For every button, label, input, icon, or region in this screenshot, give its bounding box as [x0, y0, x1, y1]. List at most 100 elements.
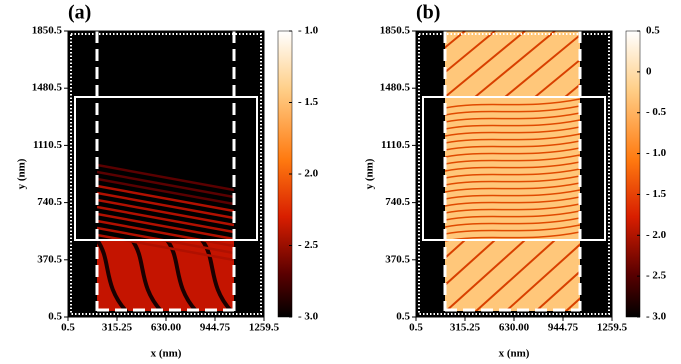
- field-stripe: [97, 205, 234, 234]
- x-tick-label: 630.00: [151, 322, 182, 334]
- field-stripe: [97, 170, 234, 199]
- field-stripe: [445, 154, 580, 165]
- x-tick-label: 1259.5: [249, 322, 280, 334]
- field-wave: [504, 243, 580, 311]
- y-tick-label: 1480.5: [32, 82, 63, 94]
- field-wave: [0, 240, 22, 312]
- colorbar-tick-label: - 2.0: [646, 229, 667, 241]
- y-tick-label: 1110.5: [33, 139, 63, 151]
- field-wave: [445, 239, 466, 260]
- y-tick-label: 370.5: [37, 253, 62, 265]
- x-tick-label: 1259.5: [597, 322, 628, 334]
- field-stripe: [445, 175, 580, 186]
- field-wave: [27, 240, 57, 312]
- field-wave: [130, 238, 164, 311]
- field-stripe: [445, 126, 580, 137]
- x-tick-label: 944.75: [200, 322, 231, 334]
- y-tick-label: 0.5: [48, 311, 62, 323]
- colorbar-tick-label: 0.5: [646, 25, 660, 37]
- field-stripe: [445, 119, 580, 130]
- field-wave: [474, 31, 556, 98]
- y-tick-label: 1480.5: [380, 82, 411, 94]
- field-stripe: [445, 147, 580, 158]
- colorbar-tick-label: - 3.0: [646, 311, 667, 323]
- dotted-border: [70, 33, 262, 315]
- y-tick-label: 1850.5: [32, 25, 63, 37]
- dotted-border: [418, 33, 610, 315]
- region-box: [74, 96, 258, 241]
- field-wave: [445, 31, 466, 49]
- field-stripe: [445, 98, 580, 109]
- x-axis-label: x (nm): [151, 348, 182, 360]
- field-wave: [165, 238, 199, 311]
- field: [325, 31, 681, 312]
- field-wave: [504, 33, 580, 98]
- colorbar-tick-label: - 2.5: [646, 270, 667, 282]
- field-wave: [445, 239, 496, 287]
- colorbar-tick-label: - 1.5: [298, 96, 319, 108]
- colorbar: [625, 30, 641, 318]
- colorbar-tick-label: - 0.5: [646, 106, 667, 118]
- y-tick-label: 0.5: [396, 311, 410, 323]
- y-tick-label: 1850.5: [380, 25, 411, 37]
- colorbar-tick-label: - 2.5: [298, 239, 319, 251]
- field-stripe: [97, 177, 234, 206]
- y-axis-label: y (nm): [364, 158, 376, 189]
- region-box: [422, 96, 606, 241]
- field-stripe: [445, 196, 580, 207]
- field-wave: [534, 270, 580, 311]
- field-wave: [474, 239, 556, 311]
- field-stripe: [445, 224, 580, 235]
- field-wave: [325, 240, 405, 312]
- field-stripe: [445, 161, 580, 172]
- field-stripe: [97, 219, 234, 248]
- panel-label: (b): [416, 2, 440, 24]
- x-axis-label: x (nm): [499, 348, 530, 360]
- y-tick-label: 370.5: [385, 253, 410, 265]
- field-stripe: [97, 212, 234, 241]
- field-wave: [445, 31, 496, 74]
- field-stripe: [445, 203, 580, 214]
- field-stripe: [445, 210, 580, 221]
- field-stripe: [445, 105, 580, 116]
- field-wave: [200, 238, 234, 311]
- x-tick-label: 0.5: [409, 322, 423, 334]
- panel-label: (a): [68, 2, 91, 24]
- field: [0, 163, 234, 312]
- colorbar-tick-label: - 3.0: [298, 311, 319, 323]
- colorbar-tick-label: - 1.0: [646, 147, 667, 159]
- field-wave: [445, 239, 526, 311]
- field-stripe: [445, 133, 580, 144]
- field-wave: [655, 31, 681, 97]
- x-tick-label: 0.5: [61, 322, 75, 334]
- field-wave: [445, 31, 526, 98]
- field-stripe: [445, 217, 580, 228]
- field-stripe: [445, 112, 580, 123]
- colorbar-tick-label: - 2.0: [298, 168, 319, 180]
- x-tick-label: 315.25: [102, 322, 133, 334]
- x-tick-label: 944.75: [548, 322, 579, 334]
- field-wave: [97, 238, 129, 311]
- field-stripe: [97, 198, 234, 227]
- y-tick-label: 740.5: [37, 196, 62, 208]
- y-axis-label: y (nm): [16, 158, 28, 189]
- field-stripe: [445, 168, 580, 179]
- field-stripe: [97, 184, 234, 213]
- field-stripe: [445, 182, 580, 193]
- colorbar-tick-label: - 1.0: [298, 25, 319, 37]
- field-stripe: [445, 140, 580, 151]
- field-wave: [564, 297, 580, 311]
- field-wave: [534, 58, 580, 98]
- x-tick-label: 630.00: [499, 322, 530, 334]
- field-stripe: [97, 191, 234, 220]
- y-tick-label: 1110.5: [381, 139, 411, 151]
- x-tick-label: 315.25: [450, 322, 481, 334]
- y-tick-label: 740.5: [385, 196, 410, 208]
- field-stripe: [445, 189, 580, 200]
- colorbar-tick-label: - 1.5: [646, 188, 667, 200]
- field-stripe: [97, 163, 234, 192]
- colorbar-tick-label: 0: [646, 65, 652, 77]
- field-wave: [564, 83, 580, 98]
- field-bottom: [97, 240, 234, 311]
